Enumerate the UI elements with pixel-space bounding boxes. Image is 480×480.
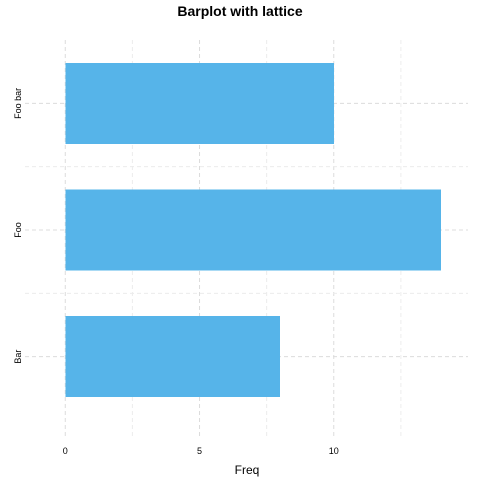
bars xyxy=(65,62,442,398)
bar-foo xyxy=(65,189,442,271)
y-tick-label: Bar xyxy=(13,350,23,364)
chart-title: Barplot with lattice xyxy=(177,3,302,19)
x-tick-label: 0 xyxy=(63,446,68,456)
x-tick-label: 5 xyxy=(197,446,202,456)
bar-foo-bar xyxy=(65,62,334,144)
y-tick-label: Foo bar xyxy=(13,88,23,119)
x-axis-label: Freq xyxy=(235,463,260,477)
y-tick-label: Foo xyxy=(13,222,23,238)
bar-bar xyxy=(65,316,281,398)
x-axis-ticks: 0 5 10 xyxy=(63,446,339,456)
y-axis-ticks: Bar Foo Foo bar xyxy=(13,88,23,364)
x-tick-label: 10 xyxy=(329,446,339,456)
